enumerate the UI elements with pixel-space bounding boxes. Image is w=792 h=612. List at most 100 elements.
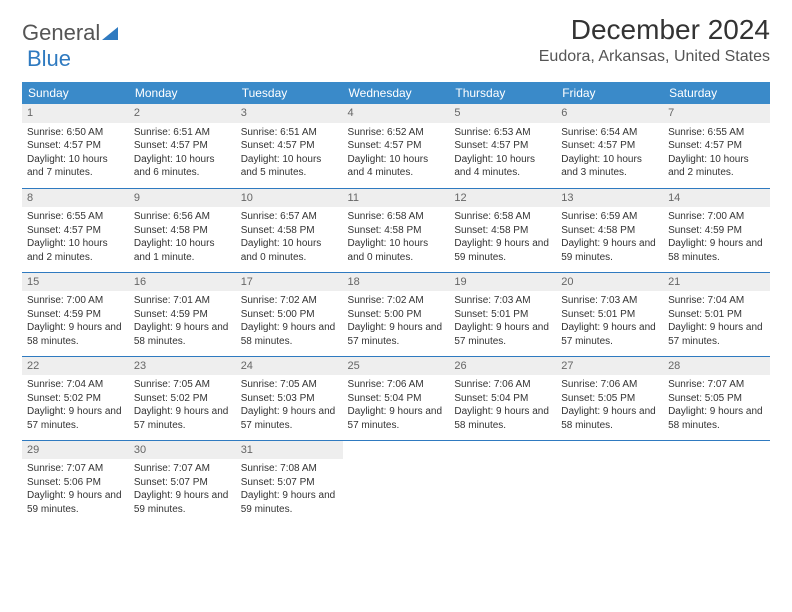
calendar-cell: 3Sunrise: 6:51 AMSunset: 4:57 PMDaylight… bbox=[236, 104, 343, 188]
day-number: 1 bbox=[22, 104, 129, 123]
calendar-cell: 27Sunrise: 7:06 AMSunset: 5:05 PMDayligh… bbox=[556, 356, 663, 440]
calendar-cell: 14Sunrise: 7:00 AMSunset: 4:59 PMDayligh… bbox=[663, 188, 770, 272]
day-number: 28 bbox=[663, 357, 770, 376]
calendar-cell: 12Sunrise: 6:58 AMSunset: 4:58 PMDayligh… bbox=[449, 188, 556, 272]
day-number: 29 bbox=[22, 441, 129, 460]
day-number: 3 bbox=[236, 104, 343, 123]
calendar-cell: 8Sunrise: 6:55 AMSunset: 4:57 PMDaylight… bbox=[22, 188, 129, 272]
day-number: 23 bbox=[129, 357, 236, 376]
calendar-cell: 13Sunrise: 6:59 AMSunset: 4:58 PMDayligh… bbox=[556, 188, 663, 272]
weekday-header: Wednesday bbox=[343, 82, 450, 104]
day-body: Sunrise: 6:59 AMSunset: 4:58 PMDaylight:… bbox=[556, 207, 663, 269]
weekday-header: Saturday bbox=[663, 82, 770, 104]
day-body: Sunrise: 7:06 AMSunset: 5:05 PMDaylight:… bbox=[556, 375, 663, 437]
calendar-cell: 6Sunrise: 6:54 AMSunset: 4:57 PMDaylight… bbox=[556, 104, 663, 188]
day-body: Sunrise: 6:58 AMSunset: 4:58 PMDaylight:… bbox=[449, 207, 556, 269]
calendar-cell: 5Sunrise: 6:53 AMSunset: 4:57 PMDaylight… bbox=[449, 104, 556, 188]
day-body: Sunrise: 7:00 AMSunset: 4:59 PMDaylight:… bbox=[663, 207, 770, 269]
day-body: Sunrise: 6:57 AMSunset: 4:58 PMDaylight:… bbox=[236, 207, 343, 269]
day-body: Sunrise: 6:55 AMSunset: 4:57 PMDaylight:… bbox=[22, 207, 129, 269]
day-body: Sunrise: 6:54 AMSunset: 4:57 PMDaylight:… bbox=[556, 123, 663, 185]
calendar-cell: 25Sunrise: 7:06 AMSunset: 5:04 PMDayligh… bbox=[343, 356, 450, 440]
day-number: 27 bbox=[556, 357, 663, 376]
day-body: Sunrise: 7:07 AMSunset: 5:05 PMDaylight:… bbox=[663, 375, 770, 437]
calendar-cell: 15Sunrise: 7:00 AMSunset: 4:59 PMDayligh… bbox=[22, 272, 129, 356]
calendar-cell: 24Sunrise: 7:05 AMSunset: 5:03 PMDayligh… bbox=[236, 356, 343, 440]
day-body: Sunrise: 6:51 AMSunset: 4:57 PMDaylight:… bbox=[129, 123, 236, 185]
calendar-cell: 22Sunrise: 7:04 AMSunset: 5:02 PMDayligh… bbox=[22, 356, 129, 440]
day-number: 11 bbox=[343, 189, 450, 208]
calendar-cell: 16Sunrise: 7:01 AMSunset: 4:59 PMDayligh… bbox=[129, 272, 236, 356]
day-body: Sunrise: 7:05 AMSunset: 5:03 PMDaylight:… bbox=[236, 375, 343, 437]
day-body: Sunrise: 7:07 AMSunset: 5:07 PMDaylight:… bbox=[129, 459, 236, 521]
day-number: 21 bbox=[663, 273, 770, 292]
location-text: Eudora, Arkansas, United States bbox=[539, 48, 770, 66]
calendar-cell: 17Sunrise: 7:02 AMSunset: 5:00 PMDayligh… bbox=[236, 272, 343, 356]
calendar-cell: 2Sunrise: 6:51 AMSunset: 4:57 PMDaylight… bbox=[129, 104, 236, 188]
day-body: Sunrise: 7:03 AMSunset: 5:01 PMDaylight:… bbox=[449, 291, 556, 353]
day-number: 17 bbox=[236, 273, 343, 292]
weekday-header: Friday bbox=[556, 82, 663, 104]
calendar-cell: 28Sunrise: 7:07 AMSunset: 5:05 PMDayligh… bbox=[663, 356, 770, 440]
day-body: Sunrise: 7:03 AMSunset: 5:01 PMDaylight:… bbox=[556, 291, 663, 353]
calendar-cell: 10Sunrise: 6:57 AMSunset: 4:58 PMDayligh… bbox=[236, 188, 343, 272]
calendar-cell: .. bbox=[556, 440, 663, 524]
calendar-cell: 30Sunrise: 7:07 AMSunset: 5:07 PMDayligh… bbox=[129, 440, 236, 524]
weekday-header: Thursday bbox=[449, 82, 556, 104]
day-number: 8 bbox=[22, 189, 129, 208]
calendar-cell: 26Sunrise: 7:06 AMSunset: 5:04 PMDayligh… bbox=[449, 356, 556, 440]
day-body: Sunrise: 7:06 AMSunset: 5:04 PMDaylight:… bbox=[449, 375, 556, 437]
day-number: 5 bbox=[449, 104, 556, 123]
day-body: Sunrise: 7:04 AMSunset: 5:02 PMDaylight:… bbox=[22, 375, 129, 437]
logo: General bbox=[22, 14, 122, 46]
calendar-cell: 29Sunrise: 7:07 AMSunset: 5:06 PMDayligh… bbox=[22, 440, 129, 524]
calendar-cell: .. bbox=[343, 440, 450, 524]
day-body: Sunrise: 7:02 AMSunset: 5:00 PMDaylight:… bbox=[343, 291, 450, 353]
calendar-cell: 18Sunrise: 7:02 AMSunset: 5:00 PMDayligh… bbox=[343, 272, 450, 356]
day-number: 6 bbox=[556, 104, 663, 123]
day-number: 31 bbox=[236, 441, 343, 460]
calendar-table: SundayMondayTuesdayWednesdayThursdayFrid… bbox=[22, 82, 770, 524]
day-number: 26 bbox=[449, 357, 556, 376]
day-body: Sunrise: 6:51 AMSunset: 4:57 PMDaylight:… bbox=[236, 123, 343, 185]
weekday-header: Sunday bbox=[22, 82, 129, 104]
calendar-cell: 31Sunrise: 7:08 AMSunset: 5:07 PMDayligh… bbox=[236, 440, 343, 524]
day-number: 24 bbox=[236, 357, 343, 376]
day-body: Sunrise: 6:52 AMSunset: 4:57 PMDaylight:… bbox=[343, 123, 450, 185]
day-number: 14 bbox=[663, 189, 770, 208]
weekday-header: Monday bbox=[129, 82, 236, 104]
calendar-cell: 20Sunrise: 7:03 AMSunset: 5:01 PMDayligh… bbox=[556, 272, 663, 356]
day-number: 19 bbox=[449, 273, 556, 292]
calendar-cell: .. bbox=[663, 440, 770, 524]
day-body: Sunrise: 6:55 AMSunset: 4:57 PMDaylight:… bbox=[663, 123, 770, 185]
day-number: 16 bbox=[129, 273, 236, 292]
day-number: 13 bbox=[556, 189, 663, 208]
logo-text-blue: Blue bbox=[27, 46, 71, 71]
day-body: Sunrise: 7:05 AMSunset: 5:02 PMDaylight:… bbox=[129, 375, 236, 437]
day-body: Sunrise: 7:01 AMSunset: 4:59 PMDaylight:… bbox=[129, 291, 236, 353]
day-body: Sunrise: 7:00 AMSunset: 4:59 PMDaylight:… bbox=[22, 291, 129, 353]
weekday-header: Tuesday bbox=[236, 82, 343, 104]
day-number: 4 bbox=[343, 104, 450, 123]
day-number: 15 bbox=[22, 273, 129, 292]
day-body: Sunrise: 6:56 AMSunset: 4:58 PMDaylight:… bbox=[129, 207, 236, 269]
day-number: 7 bbox=[663, 104, 770, 123]
calendar-cell: .. bbox=[449, 440, 556, 524]
day-number: 18 bbox=[343, 273, 450, 292]
calendar-cell: 4Sunrise: 6:52 AMSunset: 4:57 PMDaylight… bbox=[343, 104, 450, 188]
calendar-cell: 1Sunrise: 6:50 AMSunset: 4:57 PMDaylight… bbox=[22, 104, 129, 188]
day-number: 2 bbox=[129, 104, 236, 123]
day-body: Sunrise: 7:04 AMSunset: 5:01 PMDaylight:… bbox=[663, 291, 770, 353]
calendar-cell: 23Sunrise: 7:05 AMSunset: 5:02 PMDayligh… bbox=[129, 356, 236, 440]
day-body: Sunrise: 6:53 AMSunset: 4:57 PMDaylight:… bbox=[449, 123, 556, 185]
calendar-cell: 19Sunrise: 7:03 AMSunset: 5:01 PMDayligh… bbox=[449, 272, 556, 356]
calendar-cell: 9Sunrise: 6:56 AMSunset: 4:58 PMDaylight… bbox=[129, 188, 236, 272]
calendar-cell: 21Sunrise: 7:04 AMSunset: 5:01 PMDayligh… bbox=[663, 272, 770, 356]
day-body: Sunrise: 7:07 AMSunset: 5:06 PMDaylight:… bbox=[22, 459, 129, 521]
day-body: Sunrise: 6:50 AMSunset: 4:57 PMDaylight:… bbox=[22, 123, 129, 185]
day-number: 22 bbox=[22, 357, 129, 376]
day-number: 12 bbox=[449, 189, 556, 208]
logo-text-general: General bbox=[22, 20, 100, 46]
day-number: 25 bbox=[343, 357, 450, 376]
calendar-cell: 11Sunrise: 6:58 AMSunset: 4:58 PMDayligh… bbox=[343, 188, 450, 272]
